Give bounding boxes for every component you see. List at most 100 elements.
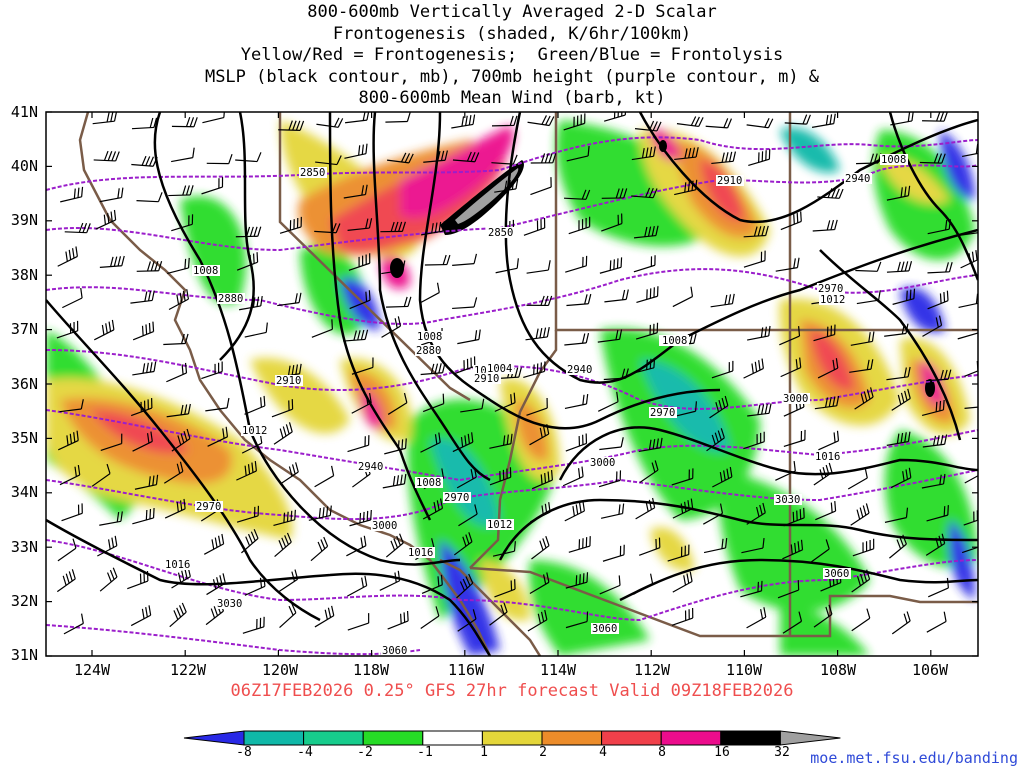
lat-label: 41N [10,103,38,121]
contour-label: 3060 [382,645,407,657]
contour-label: 2880 [218,293,243,305]
contour-label: 1016 [165,559,190,571]
contour-label-bg [192,265,220,276]
wind-barb [927,290,949,310]
wind-barb [565,255,588,273]
contour-label-bg [357,461,385,472]
contour-label-bg [823,568,851,579]
wind-barb [100,433,123,451]
colorbar-label: -8 [236,745,252,760]
wind-barb [961,232,978,236]
wind-barb [132,361,157,376]
contour-label-bg [486,363,514,374]
contour-label-bg [299,167,327,178]
wind-barb [164,498,186,519]
wind-barb [638,437,663,453]
contour-label: 2910 [717,175,742,187]
colorbar-label: 32 [774,745,790,760]
lat-label: 38N [10,266,38,284]
wind-barb [163,333,189,346]
wind-barb [886,366,911,381]
contour-label-bg [415,345,443,356]
wind-barb [526,295,553,307]
wind-barb [489,467,512,486]
wind-barb [347,613,370,631]
contour-label-bg [164,559,192,570]
wind-barb [600,503,625,519]
contour-label-bg [416,331,444,342]
wind-barb [565,611,589,629]
wind-barb [420,362,446,376]
wind-barb [379,570,401,591]
wind-barb [849,359,874,373]
colorbar-swatch [183,730,245,746]
wind-barb [921,399,945,417]
wind-barb [381,260,406,275]
wind-barb [489,433,513,449]
wind-barb [278,569,299,592]
wind-barb [961,546,978,554]
wind-barb [566,293,592,307]
wind-barb [599,437,624,451]
wind-barb [919,153,946,164]
wind-barb [850,331,875,346]
wind-barb [674,147,699,161]
wind-barb [422,393,445,413]
wind-barb [748,149,771,166]
coastline [78,112,542,656]
wind-barb [743,431,765,450]
wind-barb [783,429,806,448]
wind-barb [747,325,771,341]
wind-barb [244,576,266,596]
wind-barb [703,503,724,525]
wind-barb [705,118,733,129]
wind-barb [308,505,332,521]
wind-barb [818,430,840,451]
wind-barb [166,403,191,418]
wind-barb [95,209,117,230]
wind-barb [56,569,76,593]
contour-label-bg [589,457,617,468]
wind-barb [922,434,948,448]
contour-label-bg [407,547,435,558]
contour-label: 2910 [474,373,499,385]
wind-barb [568,216,591,235]
wind-barb [531,470,553,490]
contour-label: 1012 [820,294,845,306]
wind-barb [273,422,293,445]
wind-barb [238,295,263,311]
wind-barb [851,569,871,593]
wind-barb [316,117,344,128]
wind-barb [203,533,225,555]
wind-barb [273,509,296,527]
wind-barb [926,505,949,522]
wind-barb [382,473,407,489]
wind-barb [743,358,764,379]
wind-barb [99,255,125,268]
wind-barb [633,225,659,239]
wind-barb [957,332,978,340]
contour-label-bg [661,335,689,346]
wind-barb [850,503,870,526]
wind-barb [927,219,951,235]
lon-label: 114W [539,661,577,679]
contour-label-bg [371,520,399,531]
wind-barb [423,150,448,163]
contour-label: 2910 [276,375,301,387]
wind-barb [387,610,409,630]
wind-barbs [56,112,978,635]
wind-barb [452,432,474,453]
contour-label: 1016 [815,451,840,463]
intense-band-center [455,168,519,224]
wind-barb [458,504,478,527]
colorbar-swatch [601,730,662,746]
colorbar-label: 2 [539,745,547,760]
wind-barb [921,473,946,489]
wind-barb [960,250,978,269]
wind-barb [746,607,767,629]
wind-barb [529,572,550,594]
contour-label: 3030 [217,598,242,610]
contour-label-bg [473,373,501,384]
wind-barb [99,511,123,526]
wind-barb [667,544,690,562]
